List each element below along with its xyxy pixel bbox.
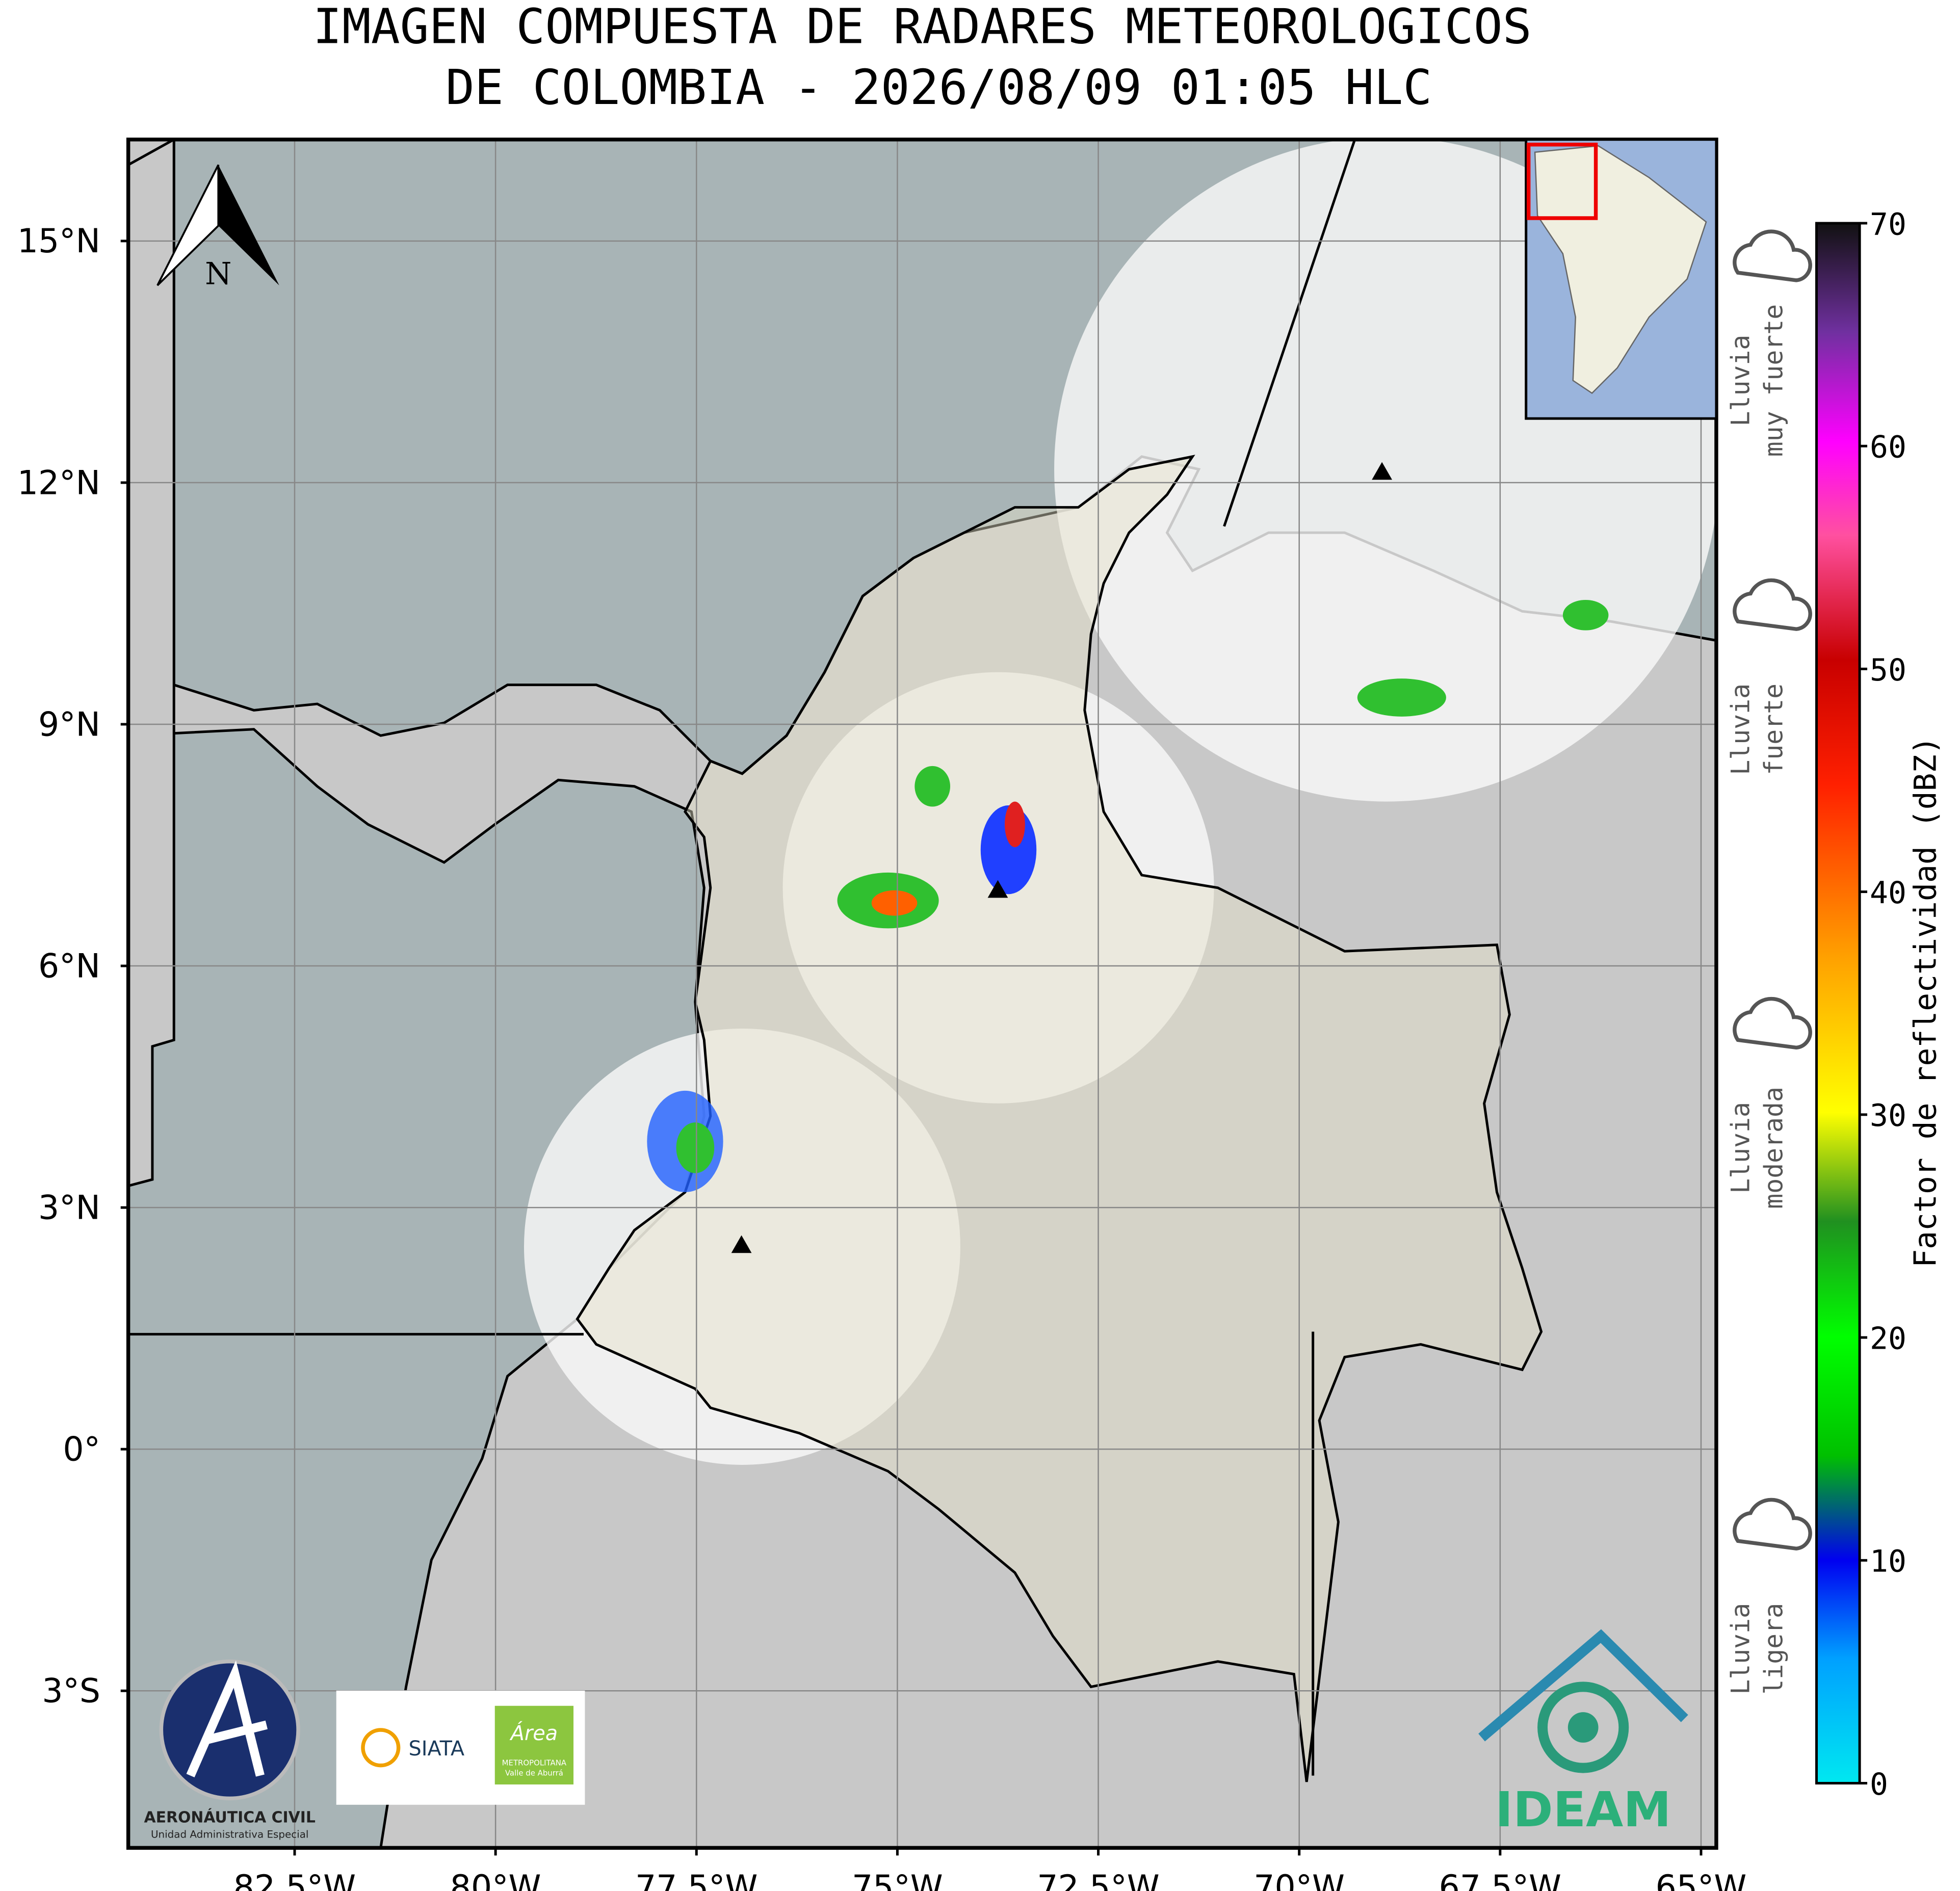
radar-site — [987, 880, 1008, 898]
logo-text: Unidad Administrativa Especial — [151, 1828, 308, 1840]
y-tick-label: 12°N — [17, 464, 100, 502]
title-line: IMAGEN COMPUESTA DE RADARES METEOROLOGIC… — [313, 0, 1532, 55]
land-nicaragua — [128, 139, 175, 1188]
colorbar-tick-label: 0 — [1870, 1767, 1888, 1802]
logo-text: Valle de Aburrá — [505, 1769, 563, 1778]
y-tick-label: 9°N — [38, 705, 100, 744]
colorbar-tick-label: 40 — [1870, 876, 1906, 911]
rain-label: Lluvia — [1726, 684, 1756, 775]
rain-icon — [1733, 578, 1812, 631]
x-tick-label: 70°W — [1253, 1869, 1345, 1891]
rain-icon — [1733, 996, 1812, 1050]
north-label: N — [205, 256, 231, 292]
y-tick-label: 0° — [63, 1431, 100, 1469]
rain-label: ligera — [1759, 1603, 1788, 1695]
inset-map — [1525, 138, 1718, 420]
colorbar-tick-label: 30 — [1870, 1098, 1906, 1134]
map-frame — [126, 137, 1718, 1850]
x-tick-label: 82.5°W — [233, 1869, 356, 1891]
logo-siata-area: SIATA Área METROPOLITANA Valle de Aburrá — [336, 1690, 585, 1805]
colorbar — [1815, 222, 1861, 1784]
colorbar-tick-label: 50 — [1870, 653, 1906, 688]
logo-text: IDEAM — [1495, 1782, 1671, 1838]
map — [128, 139, 1716, 1848]
x-tick-label: 75°W — [852, 1869, 943, 1891]
colorbar-tick-label: 20 — [1870, 1321, 1906, 1356]
colorbar-label: Factor de reflectividad (dBZ) — [1908, 737, 1943, 1268]
logo-text: AERONÁUTICA CIVIL — [144, 1808, 316, 1827]
y-tick-label: 3°N — [38, 1189, 100, 1227]
y-tick-label: 3°S — [42, 1672, 100, 1711]
rain-label: Lluvia — [1726, 1102, 1756, 1194]
logo-text: SIATA — [409, 1737, 465, 1761]
radar-site — [1372, 462, 1392, 480]
rain-label: moderada — [1759, 1087, 1788, 1209]
x-tick-label: 77.5°W — [635, 1869, 757, 1891]
x-tick-label: 65°W — [1656, 1869, 1747, 1891]
logo-aerocivil: AERONÁUTICA CIVIL Unidad Administrativa … — [144, 1659, 316, 1840]
rain-label: Lluvia — [1726, 335, 1756, 427]
rain-label: fuerte — [1759, 684, 1788, 775]
colorbar-tick-label: 70 — [1870, 207, 1906, 242]
rain-label: Lluvia — [1726, 1603, 1756, 1695]
y-tick-label: 15°N — [17, 222, 100, 260]
x-tick-label: 67.5°W — [1439, 1869, 1561, 1891]
x-tick-label: 80°W — [450, 1869, 541, 1891]
colombia — [576, 455, 1543, 1782]
logo-text: METROPOLITANA — [502, 1758, 567, 1768]
echoes — [647, 599, 1609, 1192]
x-tick-label: 72.5°W — [1037, 1869, 1159, 1891]
title-line: DE COLOMBIA - 2026/08/09 01:05 HLC — [446, 60, 1432, 116]
rain-label: muy fuerte — [1759, 304, 1788, 457]
logo-text: Área — [509, 1721, 558, 1745]
rain-icon — [1733, 229, 1812, 282]
logo-ideam: IDEAM — [1478, 1629, 1688, 1838]
rain-icon — [1733, 1498, 1812, 1551]
colorbar-tick-label: 10 — [1870, 1544, 1906, 1580]
border — [128, 139, 1356, 1776]
y-tick-label: 6°N — [38, 947, 100, 985]
radar-site — [731, 1235, 752, 1253]
colorbar-tick-label: 60 — [1870, 430, 1906, 465]
